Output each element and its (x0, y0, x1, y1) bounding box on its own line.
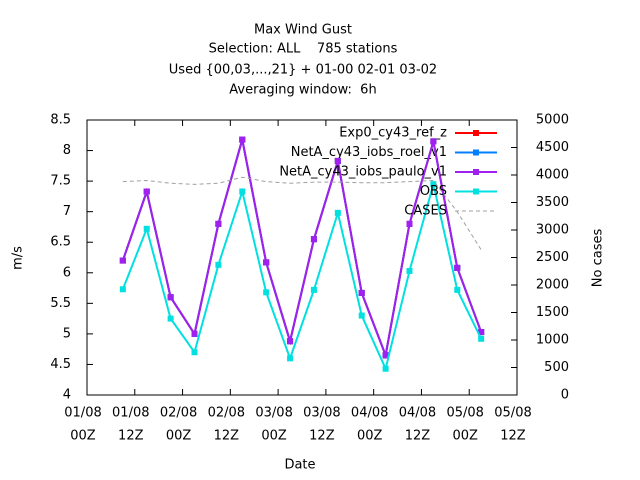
y2-tick-label: 4500 (536, 140, 569, 155)
x-tick-label: 03/08 (303, 406, 340, 421)
x-axis-label: Date (284, 458, 315, 473)
x-tick-label: 04/08 (351, 406, 388, 421)
data-point (334, 209, 341, 216)
data-point (191, 349, 198, 356)
data-point (215, 261, 222, 268)
y2-tick-label: 500 (544, 360, 569, 375)
data-point (310, 286, 317, 293)
chart-title: Averaging window: 6h (229, 83, 376, 98)
y-tick-label: 7 (63, 204, 71, 219)
chart-title: Selection: ALL 785 stations (209, 42, 398, 57)
data-point (215, 220, 222, 227)
y2-tick-label: 0 (561, 388, 569, 403)
data-point (334, 157, 341, 164)
y2-tick-label: 3500 (536, 195, 569, 210)
y2-tick-label: 4000 (536, 168, 569, 183)
x-tick-label: 12Z (500, 429, 526, 444)
legend-label: NetA_cy43_iobs_paulo_v1 (279, 165, 447, 180)
data-point (287, 338, 294, 345)
y2-axis-label: No cases (591, 229, 606, 288)
data-point (167, 315, 174, 322)
legend-marker (473, 169, 479, 175)
x-tick-label: 12Z (118, 429, 144, 444)
x-tick-label: 00Z (261, 429, 287, 444)
legend-marker (473, 188, 479, 195)
data-point (454, 264, 461, 271)
data-point (143, 188, 150, 195)
y2-tick-label: 3000 (536, 223, 569, 238)
x-tick-label: 00Z (357, 429, 383, 444)
x-tick-label: 02/08 (208, 406, 245, 421)
x-tick-label: 12Z (405, 429, 431, 444)
chart-title: Used {00,03,...,21} + 01-00 02-01 03-02 (169, 63, 437, 78)
x-tick-label: 01/08 (64, 406, 101, 421)
data-point (454, 286, 461, 293)
data-point (310, 236, 317, 243)
x-tick-label: 05/08 (446, 406, 483, 421)
x-tick-label: 04/08 (399, 406, 436, 421)
data-point (430, 138, 437, 145)
data-point (358, 289, 365, 296)
data-point (358, 312, 365, 319)
y-tick-label: 4 (63, 388, 71, 403)
series-line (121, 139, 483, 359)
y-tick-label: 7.5 (50, 174, 71, 189)
x-tick-label: 12Z (214, 429, 240, 444)
y-tick-label: 8.5 (50, 113, 71, 128)
x-tick-label: 05/08 (494, 406, 531, 421)
x-tick-label: 02/08 (160, 406, 197, 421)
x-tick-label: 00Z (166, 429, 192, 444)
series-line (121, 183, 483, 372)
chart-title: Max Wind Gust (254, 23, 352, 38)
data-point (287, 355, 294, 362)
data-point (191, 330, 198, 337)
data-point (239, 136, 246, 143)
y2-tick-label: 1500 (536, 305, 569, 320)
data-point (143, 225, 150, 232)
data-point (119, 257, 126, 264)
y2-tick-label: 2500 (536, 250, 569, 265)
legend-marker (473, 149, 479, 156)
x-tick-label: 00Z (70, 429, 96, 444)
y-tick-label: 4.5 (50, 357, 71, 372)
y-tick-label: 6.5 (50, 235, 71, 250)
y2-tick-label: 1000 (536, 333, 569, 348)
data-point (478, 329, 485, 336)
y2-tick-label: 2000 (536, 278, 569, 293)
x-tick-label: 12Z (309, 429, 335, 444)
data-point (119, 286, 126, 293)
data-point (406, 220, 413, 227)
series-line (122, 176, 482, 251)
y-tick-label: 6 (63, 265, 71, 280)
data-point (406, 267, 413, 274)
data-point (430, 181, 437, 188)
y-axis-label: m/s (11, 246, 26, 270)
data-point (167, 294, 174, 301)
y-tick-label: 5.5 (50, 296, 71, 311)
data-point (382, 365, 389, 372)
legend-label: NetA_cy43_iobs_roel_v1 (291, 145, 447, 160)
x-tick-label: 00Z (452, 429, 478, 444)
data-point (263, 259, 270, 266)
legend-label: CASES (404, 204, 447, 219)
legend-label: Exp0_cy43_ref_z (339, 126, 447, 141)
x-tick-label: 03/08 (255, 406, 292, 421)
legend-marker (473, 130, 479, 136)
legend-label: OBS (420, 184, 447, 199)
y-tick-label: 5 (63, 326, 71, 341)
data-point (263, 289, 270, 296)
x-tick-label: 01/08 (112, 406, 149, 421)
y-tick-label: 8 (63, 143, 71, 158)
data-point (478, 335, 485, 342)
data-point (239, 188, 246, 195)
y2-tick-label: 5000 (536, 113, 569, 128)
data-point (382, 352, 389, 359)
